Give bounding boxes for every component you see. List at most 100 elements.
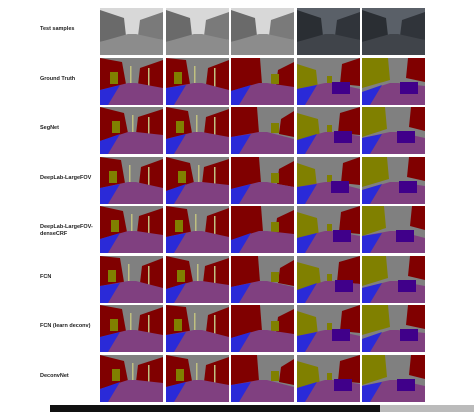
sample-image bbox=[231, 8, 294, 55]
tree bbox=[112, 121, 120, 133]
sidewalk bbox=[231, 282, 251, 303]
sample-image bbox=[362, 8, 425, 55]
road bbox=[100, 34, 163, 55]
pole bbox=[213, 67, 215, 88]
segmentation-image bbox=[296, 156, 360, 204]
segmentation-image bbox=[231, 354, 294, 402]
sidewalk bbox=[362, 134, 382, 154]
building bbox=[337, 107, 360, 135]
road bbox=[296, 34, 360, 55]
sidewalk bbox=[100, 332, 120, 352]
pole bbox=[196, 263, 198, 286]
building bbox=[100, 10, 126, 42]
building bbox=[205, 307, 229, 338]
segmentation-image bbox=[296, 305, 360, 352]
sidewalk bbox=[100, 233, 120, 253]
tree bbox=[177, 170, 186, 183]
building bbox=[203, 356, 229, 388]
pole bbox=[213, 216, 215, 236]
segmentation-image bbox=[231, 156, 294, 204]
segmentation-image bbox=[165, 156, 229, 204]
tree bbox=[296, 212, 319, 240]
tree bbox=[271, 73, 279, 84]
pole bbox=[129, 164, 131, 187]
pole bbox=[130, 65, 132, 88]
segmentation-image bbox=[296, 206, 360, 253]
car bbox=[396, 230, 414, 242]
car bbox=[398, 279, 416, 292]
page-edge bbox=[50, 405, 380, 412]
pole bbox=[213, 166, 215, 187]
sidewalk bbox=[231, 381, 251, 402]
sample-image bbox=[165, 8, 229, 55]
building bbox=[275, 210, 294, 236]
tree bbox=[362, 156, 389, 187]
row-label: SegNet bbox=[40, 125, 59, 131]
tree bbox=[296, 113, 320, 141]
pole bbox=[148, 117, 150, 137]
sidewalk bbox=[165, 233, 186, 253]
sidewalk bbox=[362, 183, 382, 204]
building bbox=[409, 107, 425, 131]
building bbox=[138, 12, 163, 40]
pole bbox=[130, 313, 132, 335]
car bbox=[400, 329, 418, 341]
building bbox=[408, 255, 425, 280]
road bbox=[165, 34, 229, 55]
tree bbox=[326, 323, 332, 331]
tree bbox=[110, 319, 118, 331]
pole bbox=[128, 263, 130, 286]
sample-image bbox=[296, 8, 360, 55]
pole bbox=[148, 364, 150, 385]
building bbox=[339, 305, 360, 333]
tree bbox=[175, 368, 184, 381]
sidewalk bbox=[165, 381, 186, 402]
segmentation-image bbox=[362, 255, 425, 303]
segmentation-image bbox=[362, 107, 425, 154]
row-label: FCN bbox=[40, 273, 52, 280]
building bbox=[406, 57, 425, 82]
building bbox=[339, 57, 360, 86]
row-label: Test samples bbox=[40, 26, 75, 32]
row-label: DeconvNet bbox=[40, 372, 69, 379]
car bbox=[331, 329, 350, 341]
tree bbox=[296, 311, 318, 339]
road bbox=[231, 34, 294, 55]
tree bbox=[108, 269, 116, 282]
pole bbox=[195, 362, 197, 385]
building bbox=[406, 305, 425, 329]
road bbox=[362, 34, 425, 55]
car bbox=[334, 279, 353, 292]
pole bbox=[148, 216, 150, 236]
pole bbox=[132, 115, 134, 137]
pole bbox=[131, 214, 133, 236]
row-label: FCN (learn deconv) bbox=[40, 323, 91, 329]
tree bbox=[271, 321, 279, 331]
tree bbox=[326, 174, 332, 183]
building bbox=[279, 358, 294, 385]
building bbox=[277, 160, 294, 187]
segmentation-image bbox=[296, 107, 360, 154]
tree bbox=[271, 370, 279, 381]
car bbox=[397, 131, 415, 143]
segmentation-image bbox=[100, 57, 163, 105]
segmentation-image bbox=[100, 255, 163, 303]
sidewalk bbox=[100, 381, 120, 402]
pole bbox=[194, 214, 196, 236]
sidewalk bbox=[231, 84, 251, 105]
pole bbox=[213, 364, 215, 385]
building bbox=[409, 354, 425, 379]
sidewalk bbox=[296, 183, 317, 204]
sidewalk bbox=[165, 84, 186, 105]
sidewalk bbox=[362, 282, 382, 303]
tree bbox=[362, 255, 388, 286]
sidewalk bbox=[231, 183, 251, 204]
tree bbox=[326, 224, 332, 232]
building bbox=[336, 255, 360, 284]
tree bbox=[362, 354, 387, 385]
sidewalk bbox=[165, 134, 186, 154]
segmentation-image bbox=[100, 206, 163, 253]
building bbox=[337, 354, 360, 383]
pole bbox=[148, 265, 150, 286]
